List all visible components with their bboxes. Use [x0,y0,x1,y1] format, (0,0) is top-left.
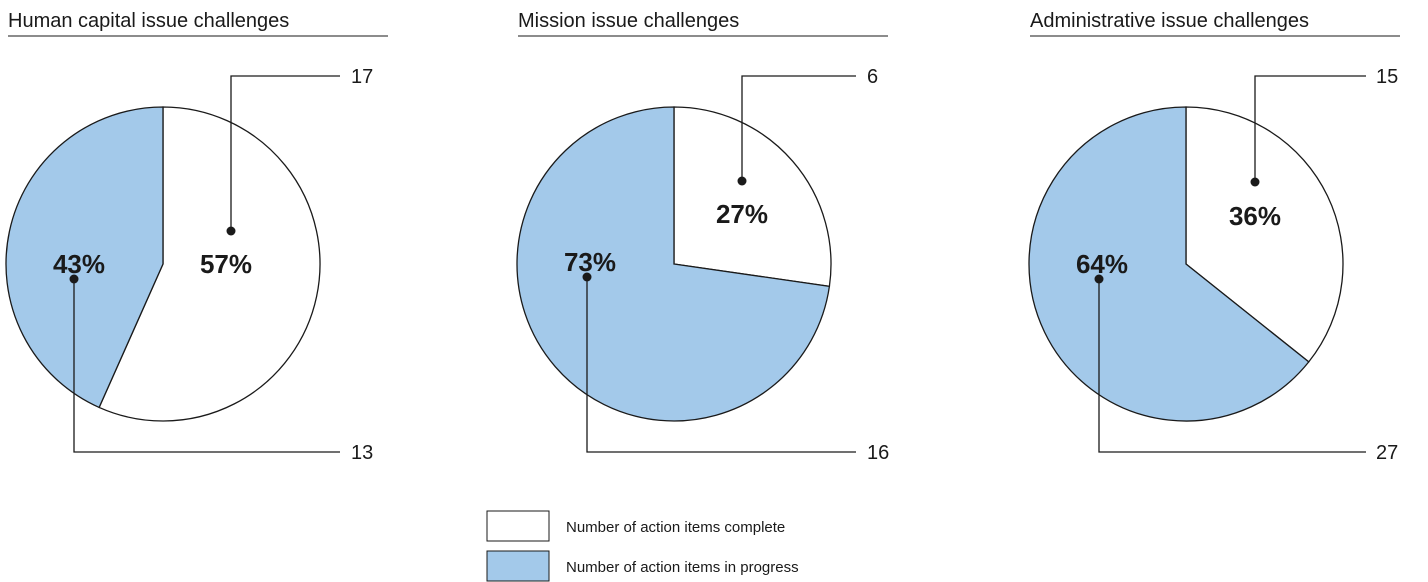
chart-title: Mission issue challenges [518,10,739,32]
pie-chart-2: Mission issue challenges 27% 73% 6 16 [516,10,889,464]
slice-in-progress [5,106,164,409]
leader-dot-in-progress [1094,274,1104,284]
leader-line-in-progress [1098,279,1366,453]
leader-line-complete [1254,75,1366,182]
legend-label-complete: Number of action items complete [566,519,785,536]
chart-title: Administrative issue challenges [1030,10,1309,32]
slice-complete [673,106,832,288]
count-label-complete: 17 [351,66,373,88]
slice-complete [1185,106,1344,363]
leader-dot-complete [1250,177,1260,187]
leader-dot-in-progress [69,274,79,284]
legend: Number of action items complete Number o… [486,510,799,582]
pie-chart-3: Administrative issue challenges 36% 64% 15 2… [1028,10,1400,464]
percent-label-complete: 57% [200,249,252,279]
leader-line-complete [230,75,340,231]
leader-dot-complete [737,176,747,186]
leader-line-in-progress [586,277,856,453]
count-label-in-progress: 16 [867,442,889,464]
count-label-complete: 15 [1376,66,1398,88]
count-label-in-progress: 27 [1376,442,1398,464]
legend-swatch-in-progress [486,550,550,582]
pie-chart-1: Human capital issue challenges 57% 43% 17 13 [5,10,388,464]
leader-line-complete [741,75,856,181]
count-label-complete: 6 [867,66,878,88]
leader-dot-in-progress [582,272,592,282]
percent-label-in-progress: 43% [53,249,105,279]
leader-line-in-progress [73,279,340,453]
percent-label-in-progress: 73% [564,247,616,277]
slice-complete [98,106,321,422]
charts-group: Human capital issue challenges 57% 43% 17 13… [5,10,1400,464]
leader-dot-complete [226,226,236,236]
percent-label-complete: 36% [1229,201,1281,231]
chart-title: Human capital issue challenges [8,10,289,32]
count-label-in-progress: 13 [351,442,373,464]
percent-label-in-progress: 64% [1076,249,1128,279]
slice-in-progress [516,106,831,422]
legend-label-in-progress: Number of action items in progress [566,559,799,576]
legend-swatch-complete [486,510,550,542]
percent-label-complete: 27% [716,199,768,229]
